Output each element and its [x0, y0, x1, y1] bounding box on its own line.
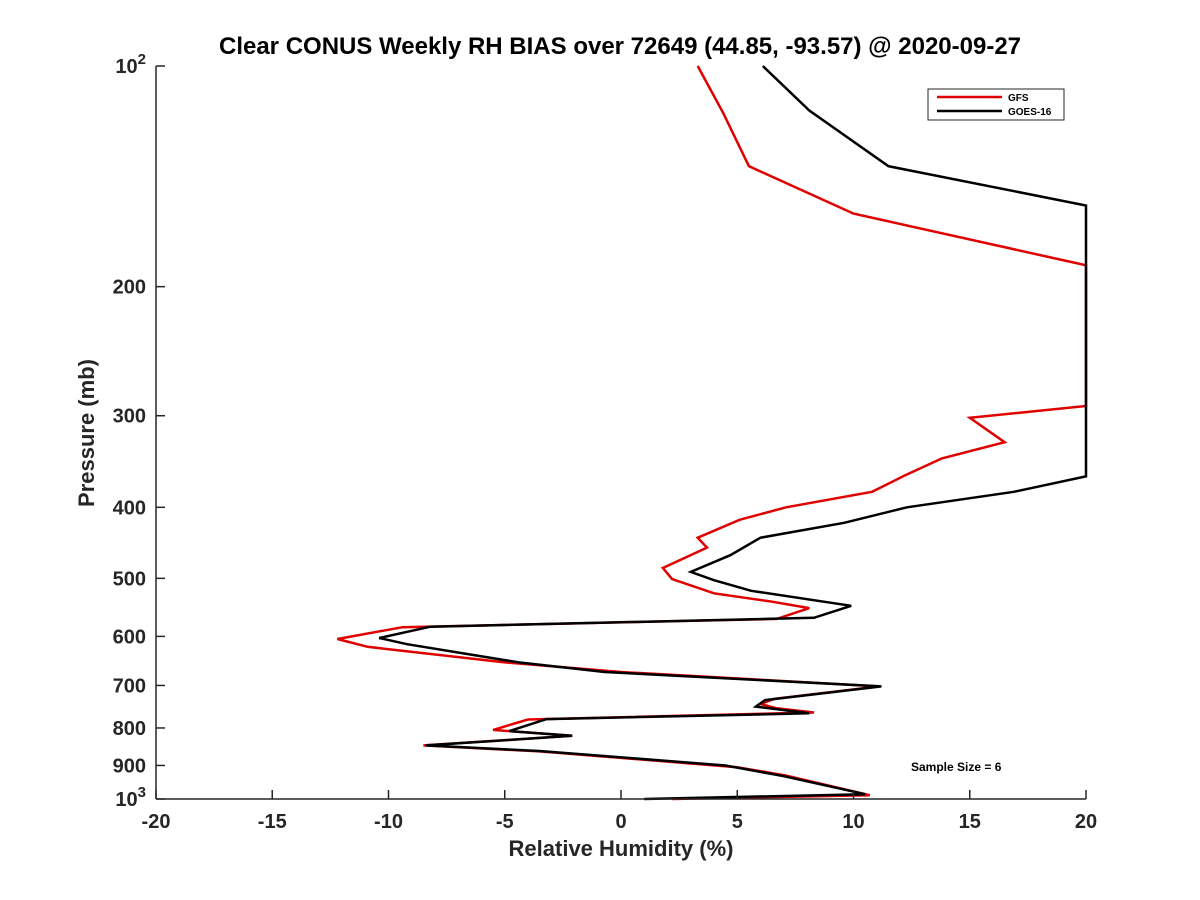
- y-tick-label: 102: [115, 51, 146, 78]
- x-axis-label: Relative Humidity (%): [509, 836, 734, 861]
- sample-size-annotation: Sample Size = 6: [911, 760, 1002, 774]
- series-line-goes-16: [378, 65, 1088, 801]
- plot-area: [156, 66, 1086, 799]
- x-tick-label: 15: [959, 811, 981, 833]
- chart-title: Clear CONUS Weekly RH BIAS over 72649 (4…: [219, 33, 1021, 60]
- y-ticks: 102 200 300 400 500 600 700 800 900 103: [113, 51, 165, 811]
- y-tick-label: 700: [113, 675, 146, 697]
- legend-label-gfs: GFS: [1008, 93, 1029, 104]
- y-axis-label: Pressure (mb): [74, 359, 99, 507]
- x-tick-label: -15: [258, 811, 287, 833]
- y-tick-label: 400: [113, 497, 146, 519]
- y-tick-label: 103: [115, 784, 146, 811]
- x-tick-label: 10: [842, 811, 864, 833]
- x-tick-label: 0: [615, 811, 626, 833]
- x-tick-label: -10: [374, 811, 403, 833]
- x-tick-label: 5: [732, 811, 743, 833]
- x-ticks: -20 -15 -10 -5 0 5 10 15 20: [142, 790, 1097, 833]
- legend-label-goes16: GOES-16: [1008, 107, 1052, 118]
- y-tick-label: 500: [113, 568, 146, 590]
- y-tick-label: 800: [113, 718, 146, 740]
- legend: GFS GOES-16: [927, 88, 1065, 121]
- y-tick-label: 900: [113, 755, 146, 777]
- legend-box: [927, 88, 1065, 121]
- y-tick-label: 200: [113, 277, 146, 299]
- x-tick-label: -20: [142, 811, 171, 833]
- y-tick-label: 600: [113, 626, 146, 648]
- x-tick-label: 20: [1075, 811, 1097, 833]
- series-layer: [337, 65, 1088, 801]
- y-tick-label: 300: [113, 406, 146, 428]
- x-tick-label: -5: [496, 811, 514, 833]
